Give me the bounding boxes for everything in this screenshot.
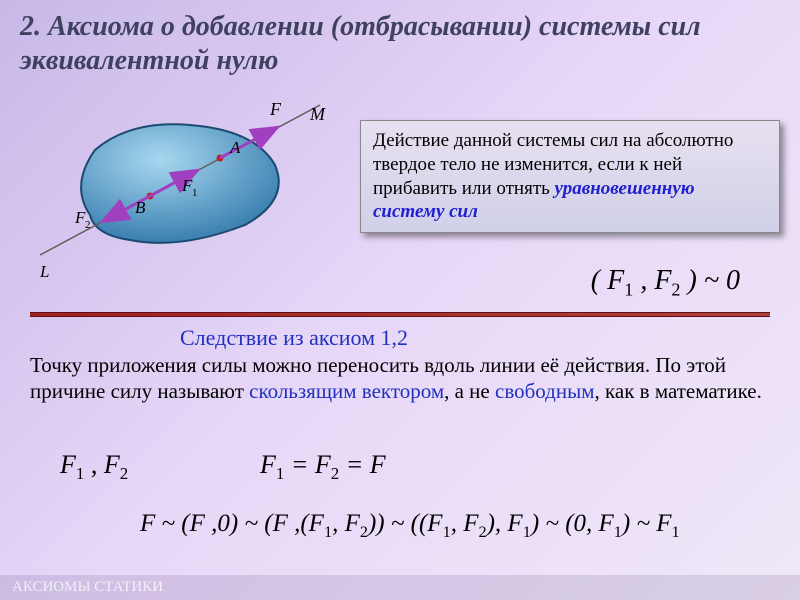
corollary-heading: Следствие из аксиом 1,2 — [180, 325, 408, 351]
footer-label: АКСИОМЫ СТАТИКИ — [0, 575, 800, 600]
equivalence-formula: ( F1 , F2 ) ~ 0 — [591, 265, 740, 301]
force-diagram: F M A F 1 B F 2 L — [20, 95, 350, 275]
svg-text:B: B — [135, 198, 146, 217]
page-title: 2. Аксиома о добавлении (отбрасывании) с… — [0, 0, 800, 82]
axiom-statement-box: Действие данной системы сил на абсолютно… — [360, 120, 780, 233]
svg-text:L: L — [39, 262, 49, 281]
svg-text:1: 1 — [192, 187, 198, 199]
svg-text:A: A — [229, 138, 241, 157]
svg-text:2: 2 — [85, 219, 91, 231]
equivalence-chain: F ~ (F ,0) ~ (F ,(F1, F2)) ~ ((F1, F2), … — [140, 510, 680, 542]
svg-text:F: F — [269, 99, 282, 119]
svg-text:M: M — [309, 104, 326, 124]
forces-equal: F1 = F2 = F — [260, 450, 386, 484]
section-divider — [30, 312, 770, 317]
forces-pair: F1 , F2 — [60, 450, 128, 484]
corollary-text: Точку приложения силы можно переносить в… — [30, 352, 770, 405]
